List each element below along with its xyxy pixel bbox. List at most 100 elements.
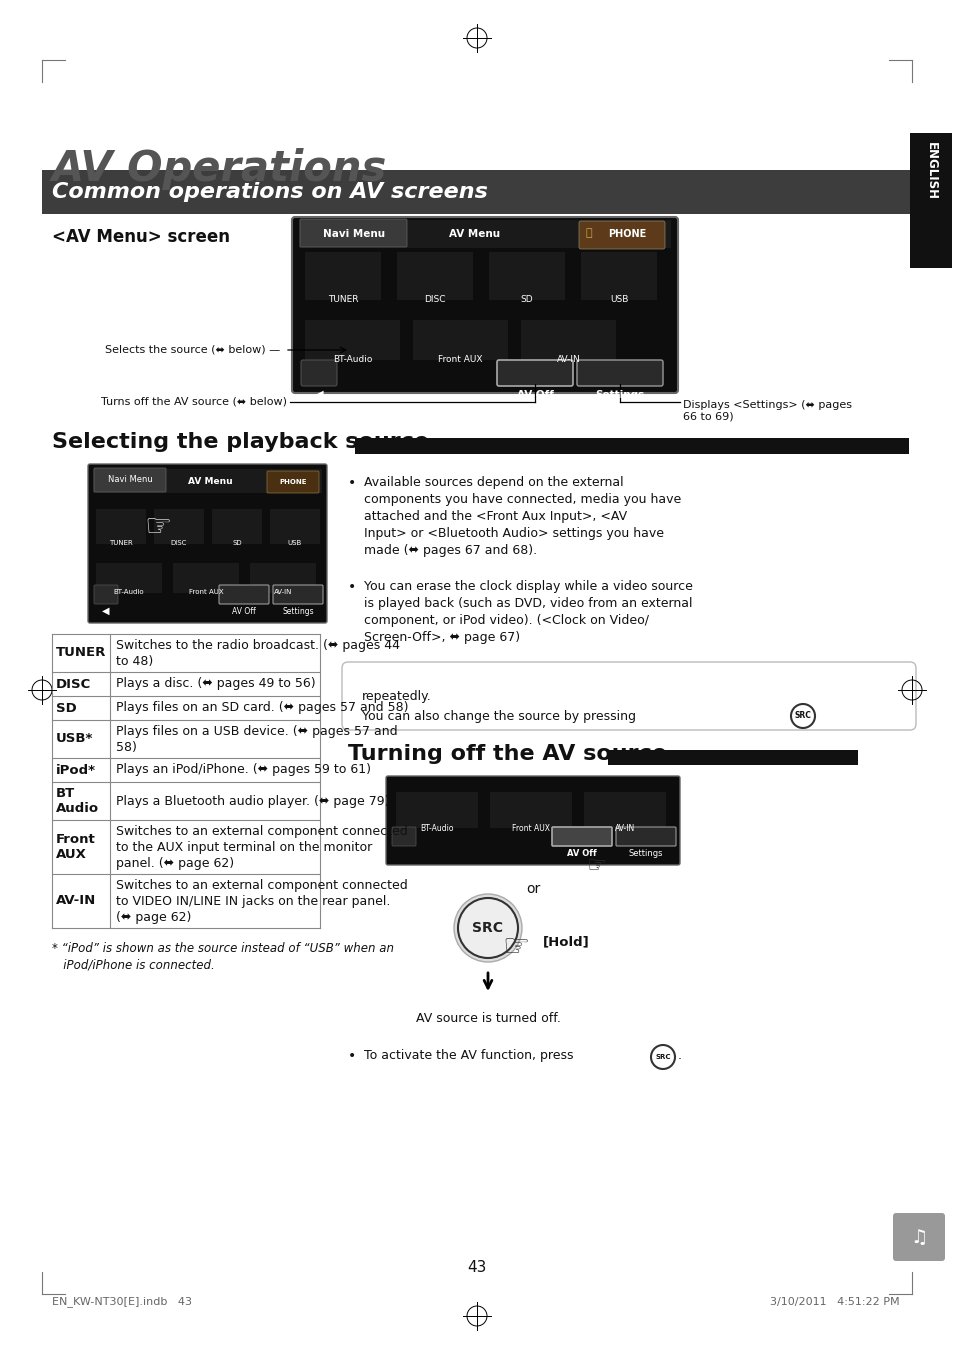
Text: AV Off: AV Off (566, 849, 597, 857)
FancyBboxPatch shape (578, 221, 664, 249)
FancyBboxPatch shape (552, 827, 612, 846)
FancyBboxPatch shape (299, 219, 407, 246)
Text: •: • (348, 1049, 355, 1063)
FancyBboxPatch shape (341, 662, 915, 730)
Text: AV-IN: AV-IN (56, 895, 96, 907)
Bar (580, 252, 657, 301)
Text: or: or (525, 881, 539, 896)
Bar (96, 563, 162, 593)
Text: iPod*: iPod* (56, 764, 96, 776)
Bar (270, 509, 319, 544)
FancyBboxPatch shape (577, 360, 662, 386)
FancyBboxPatch shape (94, 585, 118, 604)
FancyBboxPatch shape (292, 217, 678, 393)
Text: •: • (348, 477, 355, 490)
Bar (583, 792, 665, 829)
FancyBboxPatch shape (219, 585, 269, 604)
FancyBboxPatch shape (88, 464, 327, 623)
Text: 43: 43 (467, 1261, 486, 1275)
Text: SRC: SRC (472, 921, 503, 936)
Text: •: • (348, 580, 355, 594)
Text: DISC: DISC (56, 677, 91, 691)
Text: SD: SD (520, 295, 533, 305)
Text: 3/10/2011   4:51:22 PM: 3/10/2011 4:51:22 PM (770, 1297, 899, 1307)
Text: iPod/iPhone is connected.: iPod/iPhone is connected. (52, 959, 214, 971)
Circle shape (457, 898, 517, 959)
Text: BT-Audio: BT-Audio (333, 355, 372, 364)
Text: Switches to an external component connected
to VIDEO IN/LINE IN jacks on the rea: Switches to an external component connec… (116, 879, 407, 923)
Text: AV Off: AV Off (232, 607, 255, 616)
Bar (153, 509, 204, 544)
FancyBboxPatch shape (273, 585, 323, 604)
Text: AV-IN: AV-IN (615, 825, 635, 833)
Bar (391, 838, 675, 860)
Text: ☞: ☞ (585, 856, 605, 876)
Text: To activate the AV function, press: To activate the AV function, press (364, 1049, 573, 1062)
Text: USB*: USB* (56, 733, 93, 746)
Text: Selects the source (⬌ below) —: Selects the source (⬌ below) — (105, 345, 280, 355)
Text: DISC: DISC (171, 540, 187, 546)
Text: [Hold]: [Hold] (542, 936, 589, 949)
Text: PHONE: PHONE (607, 229, 645, 240)
Text: Selecting the playback source: Selecting the playback source (52, 432, 429, 452)
Bar (250, 563, 315, 593)
Text: Settings: Settings (595, 390, 644, 399)
Text: Displays <Settings> (⬌ pages
66 to 69): Displays <Settings> (⬌ pages 66 to 69) (682, 399, 851, 421)
Bar (355, 437, 908, 454)
Bar (298, 219, 670, 248)
Text: You can also change the source by pressing: You can also change the source by pressi… (361, 709, 636, 723)
Text: USB: USB (288, 540, 302, 546)
Text: Front AUX: Front AUX (189, 589, 223, 594)
Text: ◀: ◀ (102, 607, 110, 616)
Text: .: . (678, 1049, 681, 1062)
Text: 📱: 📱 (585, 227, 592, 238)
Text: ◀: ◀ (314, 389, 323, 402)
Text: Settings: Settings (628, 849, 662, 857)
Text: SRC: SRC (655, 1053, 670, 1060)
Text: AV Operations: AV Operations (52, 148, 387, 190)
Bar (413, 320, 507, 360)
Text: Front AUX: Front AUX (512, 825, 550, 833)
Text: * “iPod” is shown as the source instead of “USB” when an: * “iPod” is shown as the source instead … (52, 942, 394, 955)
Text: AV Menu: AV Menu (449, 229, 500, 240)
Text: DISC: DISC (424, 295, 445, 305)
Text: TUNER: TUNER (328, 295, 358, 305)
Text: Plays files on an SD card. (⬌ pages 57 and 58): Plays files on an SD card. (⬌ pages 57 a… (116, 701, 408, 715)
Text: Front
AUX: Front AUX (56, 833, 95, 861)
Text: Navi Menu: Navi Menu (323, 229, 385, 240)
Bar (607, 750, 857, 765)
Text: Plays files on a USB device. (⬌ pages 57 and
58): Plays files on a USB device. (⬌ pages 57… (116, 724, 397, 753)
Bar (520, 320, 616, 360)
Bar (396, 252, 473, 301)
Text: AV source is turned off.: AV source is turned off. (416, 1011, 559, 1025)
Bar (42, 171, 909, 214)
Text: ☞: ☞ (144, 513, 172, 543)
Text: Common operations on AV screens: Common operations on AV screens (52, 181, 487, 202)
Text: AV-IN: AV-IN (556, 355, 579, 364)
Text: TUNER: TUNER (109, 540, 132, 546)
Text: <AV Menu> screen: <AV Menu> screen (52, 227, 230, 246)
Text: Switches to an external component connected
to the AUX input terminal on the mon: Switches to an external component connec… (116, 825, 407, 869)
Text: BT
Audio: BT Audio (56, 787, 99, 815)
Text: SRC: SRC (794, 711, 811, 720)
Bar (489, 252, 564, 301)
Bar (305, 252, 380, 301)
Text: SD: SD (56, 701, 76, 715)
Bar (395, 792, 477, 829)
Text: Navi Menu: Navi Menu (108, 475, 152, 485)
Text: AV-IN: AV-IN (274, 589, 292, 594)
Text: You can erase the clock display while a video source
is played back (such as DVD: You can erase the clock display while a … (364, 580, 692, 645)
Text: Plays an iPod/iPhone. (⬌ pages 59 to 61): Plays an iPod/iPhone. (⬌ pages 59 to 61) (116, 764, 371, 776)
Text: Switches to the radio broadcast. (⬌ pages 44
to 48): Switches to the radio broadcast. (⬌ page… (116, 639, 399, 668)
Bar (92, 596, 322, 617)
Text: Turning off the AV source: Turning off the AV source (348, 743, 666, 764)
Text: Plays a disc. (⬌ pages 49 to 56): Plays a disc. (⬌ pages 49 to 56) (116, 677, 315, 691)
Text: repeatedly.: repeatedly. (361, 691, 432, 703)
Bar (298, 360, 670, 386)
Bar (305, 320, 399, 360)
Text: ENGLISH: ENGLISH (923, 142, 937, 200)
Circle shape (650, 1045, 675, 1070)
FancyBboxPatch shape (616, 827, 676, 846)
Text: AV Off: AV Off (516, 390, 553, 399)
FancyBboxPatch shape (301, 360, 336, 386)
